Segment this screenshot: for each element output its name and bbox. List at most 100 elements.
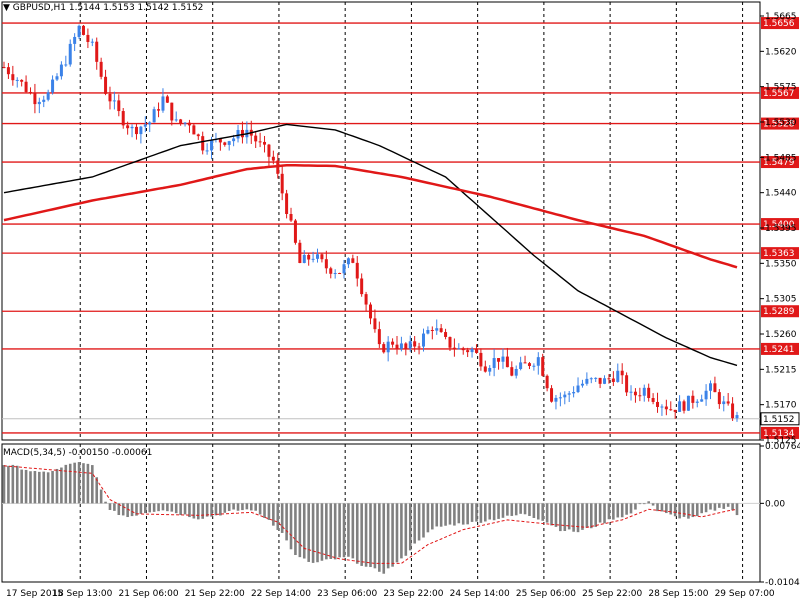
candle-body — [227, 141, 231, 145]
candle-body — [179, 119, 183, 124]
macd-histogram-bar — [355, 503, 359, 564]
macd-histogram-bar — [735, 503, 739, 516]
macd-histogram-bar — [506, 503, 509, 516]
candle-body — [633, 391, 637, 396]
dropdown-icon[interactable]: ▼ — [3, 3, 10, 13]
x-tick-label: 21 Sep 22:00 — [185, 589, 245, 599]
price-level-label: 1.5479 — [763, 158, 795, 168]
candle-body — [426, 329, 430, 334]
macd-histogram-bar — [2, 465, 6, 504]
candle-body — [704, 390, 708, 400]
candle-body — [430, 329, 434, 331]
macd-histogram-bar — [466, 503, 469, 525]
macd-histogram-bar — [585, 503, 589, 528]
candle-body — [81, 25, 85, 35]
macd-tick-label: 0.00 — [765, 499, 785, 509]
macd-histogram-bar — [33, 471, 37, 504]
macd-histogram-bar — [528, 503, 531, 516]
macd-histogram-bar — [731, 503, 734, 511]
candle-body — [201, 136, 205, 151]
candle-body — [413, 341, 417, 347]
price-level-label: 1.5289 — [763, 307, 795, 317]
macd-histogram-bar — [316, 503, 319, 563]
candle-body — [6, 67, 10, 75]
candle-body — [691, 395, 695, 403]
candle-body — [399, 343, 403, 349]
macd-tick-label: -0.01048 — [765, 578, 800, 588]
macd-histogram-bar — [625, 503, 628, 515]
macd-histogram-bar — [718, 503, 721, 508]
candle-body — [126, 125, 130, 129]
macd-histogram-bar — [642, 503, 646, 505]
macd-histogram-bar — [82, 463, 85, 504]
candle-body — [497, 358, 501, 362]
macd-histogram-bar — [289, 503, 293, 550]
macd-histogram-bar — [351, 503, 355, 559]
candle-body — [24, 81, 28, 92]
candle-body — [682, 401, 686, 411]
macd-histogram-bar — [682, 503, 686, 517]
candle-body — [267, 144, 271, 157]
macd-histogram-bar — [607, 503, 611, 520]
candle-body — [192, 125, 196, 135]
x-tick-label: 23 Sep 22:00 — [383, 589, 443, 599]
candle-body — [20, 79, 24, 82]
candle-body — [117, 100, 121, 112]
candle-body — [466, 350, 470, 353]
candle-body — [585, 378, 589, 384]
candle-body — [364, 294, 368, 305]
candle-body — [373, 318, 377, 330]
macd-histogram-bar — [620, 503, 624, 518]
macd-histogram-bar — [86, 463, 90, 504]
x-tick-label: 28 Sep 15:00 — [648, 589, 708, 599]
candle-body — [338, 273, 342, 275]
candle-body — [165, 96, 169, 103]
macd-histogram-bar — [11, 464, 15, 504]
candle-body — [461, 348, 465, 351]
candle-body — [408, 341, 412, 349]
macd-histogram-bar — [567, 503, 571, 530]
macd-histogram-bar — [201, 503, 205, 519]
candle-body — [616, 370, 620, 382]
y-tick-label: 1.5530 — [765, 118, 797, 128]
candle-body — [483, 366, 487, 372]
candle-body — [289, 214, 293, 221]
macd-histogram-bar — [157, 503, 160, 512]
macd-histogram-bar — [188, 503, 191, 518]
price-level-box — [761, 247, 799, 260]
candle-body — [567, 393, 571, 395]
price-level-box — [761, 218, 799, 231]
macd-histogram-bar — [669, 503, 673, 515]
candle-body — [263, 141, 267, 145]
macd-histogram-bar — [673, 503, 677, 517]
macd-histogram-bar — [612, 503, 615, 520]
candle-body — [717, 392, 721, 405]
candle-body — [2, 67, 6, 69]
candle-body — [625, 375, 629, 393]
macd-histogram-bar — [448, 503, 452, 525]
candle-body — [713, 383, 717, 393]
macd-histogram-bar — [439, 503, 443, 527]
candle-body — [391, 341, 395, 345]
macd-histogram-bar — [174, 503, 178, 514]
candle-body — [395, 344, 399, 349]
macd-histogram-bar — [144, 503, 147, 514]
macd-histogram-bar — [581, 503, 584, 530]
candle-body — [598, 377, 602, 384]
macd-histogram-bar — [519, 503, 522, 514]
macd-histogram-bar — [461, 503, 465, 525]
candle-body — [479, 352, 483, 367]
candle-body — [33, 92, 37, 105]
candle-body — [550, 388, 554, 402]
macd-histogram-bar — [647, 501, 650, 504]
candle-body — [333, 273, 337, 275]
candle-body — [519, 362, 523, 370]
candle-body — [28, 91, 32, 93]
macd-histogram-bar — [373, 503, 377, 569]
candle-body — [55, 76, 59, 80]
candle-body — [470, 348, 474, 353]
candle-body — [104, 76, 108, 94]
macd-histogram-bar — [51, 470, 54, 504]
macd-histogram-bar — [510, 503, 514, 516]
macd-histogram-bar — [263, 503, 266, 518]
